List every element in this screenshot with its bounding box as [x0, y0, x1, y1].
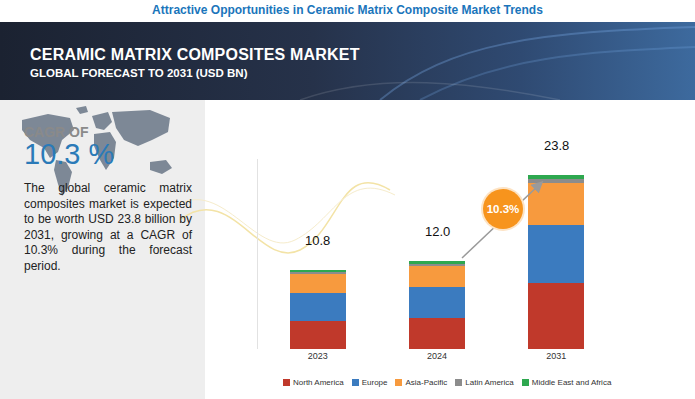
- svg-text:2024: 2024: [427, 351, 447, 361]
- html-text:CAGR OF: CAGR OF: [24, 124, 89, 140]
- svg-text:23.8: 23.8: [544, 138, 569, 153]
- svg-text:12.0: 12.0: [425, 224, 450, 239]
- html-text:10.3%: 10.3%: [486, 203, 520, 215]
- svg-text:10.8: 10.8: [305, 233, 330, 248]
- html-text:CERAMIC MATRIX COMPOSITES MARK: CERAMIC MATRIX COMPOSITES MARKET: [30, 46, 360, 63]
- svg-text:2023: 2023: [308, 351, 328, 361]
- html-text:10.3 %: 10.3 %: [24, 138, 115, 170]
- html-text:GLOBAL FORECAST TO 2031 (USD B: GLOBAL FORECAST TO 2031 (USD BN): [30, 67, 248, 79]
- html-text:Middle East and Africa: Middle East and Africa: [531, 378, 612, 387]
- svg-text:2031: 2031: [546, 351, 566, 361]
- html-text:Europe: Europe: [361, 378, 388, 387]
- html-text:Latin America: Latin America: [465, 378, 514, 387]
- html-text:Attractive Opportunities in Ce: Attractive Opportunities in Ceramic Matr…: [152, 3, 543, 17]
- html-text:Asia-Pacific: Asia-Pacific: [405, 378, 448, 387]
- html-text:The global ceramic matrix comp: The global ceramic matrix composites mar…: [24, 181, 192, 273]
- html-text:North America: North America: [293, 378, 344, 387]
